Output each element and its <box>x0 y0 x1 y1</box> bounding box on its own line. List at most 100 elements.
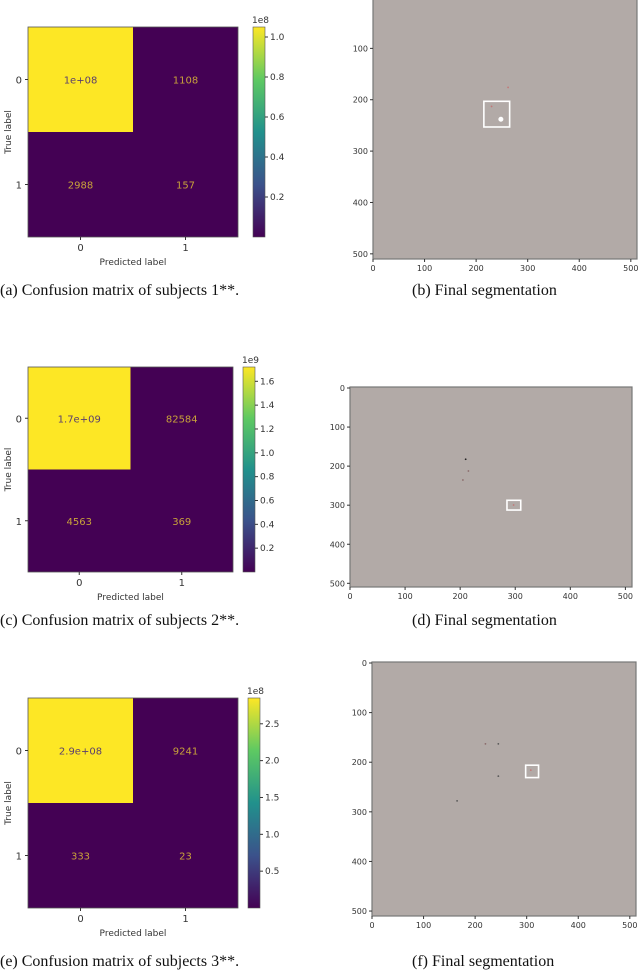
matrix-cell <box>133 803 238 908</box>
y-tick-label: 0 <box>16 414 22 425</box>
matrix-cell <box>28 132 133 237</box>
y-tick-label: 100 <box>353 44 368 53</box>
cell-value: 333 <box>71 852 90 863</box>
matrix-cell <box>133 132 238 237</box>
x-tick-label: 400 <box>571 921 586 930</box>
image-frame <box>371 661 637 917</box>
x-axis-label: Predicted label <box>100 929 167 939</box>
caption-a: (a) Confusion matrix of subjects 1**. <box>0 282 240 299</box>
segmentation-spot <box>497 775 500 778</box>
x-tick-label: 0 <box>347 592 352 601</box>
matrix-frame <box>27 26 239 238</box>
segmentation-spot <box>529 769 532 772</box>
roi-box <box>524 764 540 779</box>
matrix-cell <box>28 469 131 572</box>
matrix-cell <box>130 367 233 470</box>
roi-box <box>506 499 522 511</box>
y-axis-label: True label <box>4 448 14 493</box>
cell-value: 2.9e+08 <box>59 747 102 758</box>
cell-value: 23 <box>179 852 192 863</box>
x-tick-label: 100 <box>416 921 431 930</box>
segmentation-spot <box>497 742 500 745</box>
y-axis-label: True label <box>4 110 14 155</box>
y-tick-label: 400 <box>353 198 368 207</box>
x-tick-label: 1 <box>179 578 185 589</box>
colorbar-tick-label: 1.4 <box>260 401 275 411</box>
y-tick-label: 500 <box>352 907 367 916</box>
cell-value: 1e+08 <box>64 76 98 87</box>
y-tick-label: 500 <box>353 250 368 259</box>
x-tick-label: 0 <box>370 264 375 273</box>
matrix-cell <box>28 367 131 470</box>
y-tick-label: 200 <box>353 96 368 105</box>
segmentation-spot <box>490 105 493 108</box>
colorbar-tick-label: 0.4 <box>270 153 285 163</box>
x-tick-label: 500 <box>623 264 638 273</box>
x-tick-label: 0 <box>77 243 83 254</box>
cell-value: 9241 <box>173 747 198 758</box>
segmentation-spot <box>498 116 504 122</box>
y-tick-label: 100 <box>352 709 367 718</box>
y-tick-label: 0 <box>362 659 367 668</box>
x-tick-label: 500 <box>622 921 637 930</box>
colorbar-tick-label: 2.5 <box>265 720 279 730</box>
colorbar-tick-label: 1.2 <box>260 425 274 435</box>
cell-value: 82584 <box>166 414 198 425</box>
y-tick-label: 200 <box>330 462 345 471</box>
colorbar-tick-label: 2.0 <box>265 757 280 767</box>
caption-c: (c) Confusion matrix of subjects 2**. <box>0 612 240 629</box>
matrix-cell <box>28 27 133 132</box>
cell-value: 1108 <box>173 76 198 87</box>
colorbar-exponent: 1e8 <box>247 687 264 697</box>
x-tick-label: 300 <box>519 921 534 930</box>
caption-f: (f) Final segmentation <box>412 953 555 970</box>
colorbar-tick-label: 0.6 <box>270 113 285 123</box>
x-tick-label: 200 <box>453 592 468 601</box>
colorbar-tick-label: 0.4 <box>260 520 275 530</box>
image-frame <box>372 0 638 260</box>
matrix-cell <box>133 27 238 132</box>
x-tick-label: 0 <box>76 578 82 589</box>
caption-e: (e) Confusion matrix of subjects 3**. <box>0 953 240 970</box>
y-tick-label: 300 <box>353 147 368 156</box>
colorbar-tick-label: 1.6 <box>260 377 275 387</box>
x-tick-label: 300 <box>520 264 535 273</box>
x-axis-label: Predicted label <box>100 258 167 268</box>
y-tick-label: 100 <box>330 423 345 432</box>
x-tick-label: 100 <box>397 592 412 601</box>
y-tick-label: 400 <box>352 857 367 866</box>
y-tick-label: 1 <box>16 517 22 528</box>
cell-value: 157 <box>176 181 195 192</box>
colorbar-tick-label: 0.2 <box>270 193 284 203</box>
y-tick-label: 300 <box>330 501 345 510</box>
colorbar-tick-label: 0.6 <box>260 496 275 506</box>
cell-value: 2988 <box>68 181 93 192</box>
x-tick-label: 0 <box>77 914 83 925</box>
matrix-cell <box>28 698 133 803</box>
x-tick-label: 400 <box>572 264 587 273</box>
y-tick-label: 300 <box>352 808 367 817</box>
cell-value: 4563 <box>67 517 92 528</box>
segmentation-image <box>372 662 636 916</box>
matrix-cell <box>133 698 238 803</box>
y-axis-label: True label <box>4 781 14 826</box>
segmentation-spot <box>512 504 515 506</box>
colorbar-exponent: 1e8 <box>252 16 269 26</box>
matrix-frame <box>27 697 239 909</box>
x-tick-label: 200 <box>467 921 482 930</box>
segmentation-spot <box>462 479 464 481</box>
y-tick-label: 0 <box>340 384 345 393</box>
segmentation-spot <box>484 742 487 745</box>
colorbar-tick-label: 0.2 <box>260 544 274 554</box>
y-tick-label: 0 <box>16 76 22 87</box>
matrix-cell <box>130 469 233 572</box>
colorbar <box>247 697 261 909</box>
segmentation-spot <box>467 470 470 472</box>
colorbar-tick-label: 0.8 <box>270 73 285 83</box>
y-tick-label: 400 <box>330 540 345 549</box>
x-axis-label: Predicted label <box>97 593 164 603</box>
cell-value: 1.7e+09 <box>58 414 101 425</box>
caption-b: (b) Final segmentation <box>412 282 557 299</box>
segmentation-spot <box>456 800 458 802</box>
